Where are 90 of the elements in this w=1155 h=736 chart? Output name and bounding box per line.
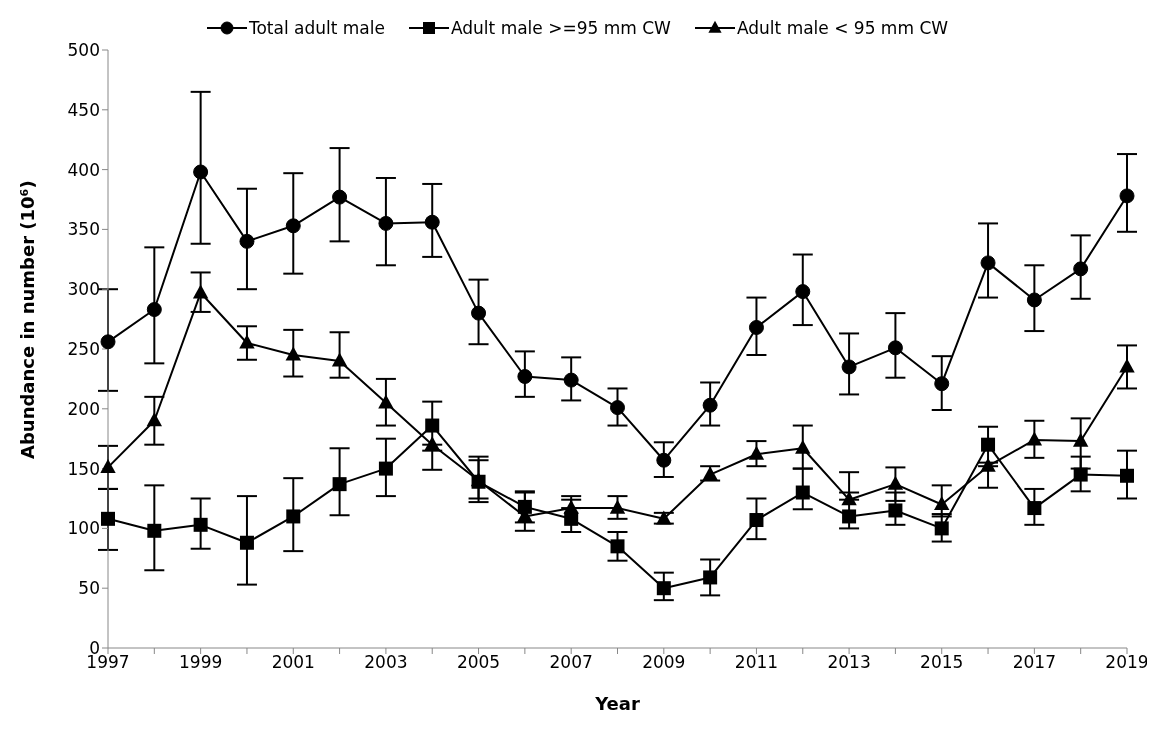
y-axis-title: Abundance in number (10⁶) [17,180,39,459]
point [1119,188,1135,204]
point [703,570,718,585]
legend-label: Adult male >=95 mm CW [450,18,671,38]
point [1026,292,1042,308]
point [331,352,348,367]
point [471,305,487,321]
point [332,189,348,205]
point [424,436,440,451]
legend-label: Adult male < 95 mm CW [736,18,949,38]
point [1120,468,1134,483]
x-tick-label: 2007 [549,652,593,673]
point [609,499,626,514]
x-axis-title: Year [594,693,640,714]
point [656,510,672,525]
point [563,499,579,514]
x-tick-label: 2015 [920,652,964,673]
point [610,400,625,416]
x-tick-label: 1999 [179,652,223,673]
point [239,334,255,349]
point [192,284,209,299]
x-tick-label: 2011 [734,652,779,673]
point [378,461,393,476]
point [378,215,394,231]
x-tick-label: 2009 [642,652,686,673]
point [239,535,254,550]
point [795,439,811,454]
y-tick-label: 250 [67,339,100,360]
point [980,457,996,472]
point [748,445,765,460]
x-tick-label: 2019 [1105,652,1149,673]
point [378,394,394,409]
point [286,509,301,524]
point [610,539,625,554]
point [100,459,116,473]
point [1119,358,1135,373]
point [749,513,764,528]
point [842,509,857,524]
point [841,491,857,506]
point [100,334,116,350]
legend-label: Total adult male [248,18,385,38]
point [795,284,811,300]
y-tick-label: 400 [67,159,100,180]
y-tick-label: 100 [67,518,100,539]
x-tick-label: 2005 [456,652,501,673]
point [656,452,672,468]
point [702,466,718,481]
point [1072,432,1089,447]
point [887,340,903,356]
point [285,218,301,234]
point [563,372,579,388]
y-tick-label: 150 [67,458,100,479]
point [980,255,996,271]
point [147,523,162,538]
point [193,517,208,532]
point [934,496,950,511]
point [424,214,440,230]
y-tick-label: 450 [67,99,100,120]
point [934,521,949,536]
x-tick-label: 2013 [827,652,871,673]
point [239,233,255,249]
x-tick-label: 2003 [364,652,408,673]
point [146,302,162,318]
point [887,475,904,490]
y-tick-label: 300 [67,279,100,300]
point [702,397,718,413]
y-tick-label: 200 [67,398,100,419]
x-tick-label: 2017 [1012,652,1056,673]
y-tick-label: 350 [67,219,100,240]
point [748,319,764,335]
y-tick-label: 500 [67,40,100,61]
point [1073,467,1088,482]
point [888,503,903,518]
point [332,477,347,492]
point [841,359,857,375]
point [656,581,671,596]
point [101,511,115,526]
point [425,418,440,433]
point [285,346,301,361]
point [795,485,810,500]
y-tick-label: 50 [78,578,100,599]
point [517,369,533,385]
point [146,412,163,427]
point [1027,501,1042,516]
point [193,164,209,180]
point [981,437,996,452]
point [1026,431,1043,446]
point [934,376,950,392]
x-tick-label: 2001 [271,652,315,673]
point [1073,261,1089,277]
